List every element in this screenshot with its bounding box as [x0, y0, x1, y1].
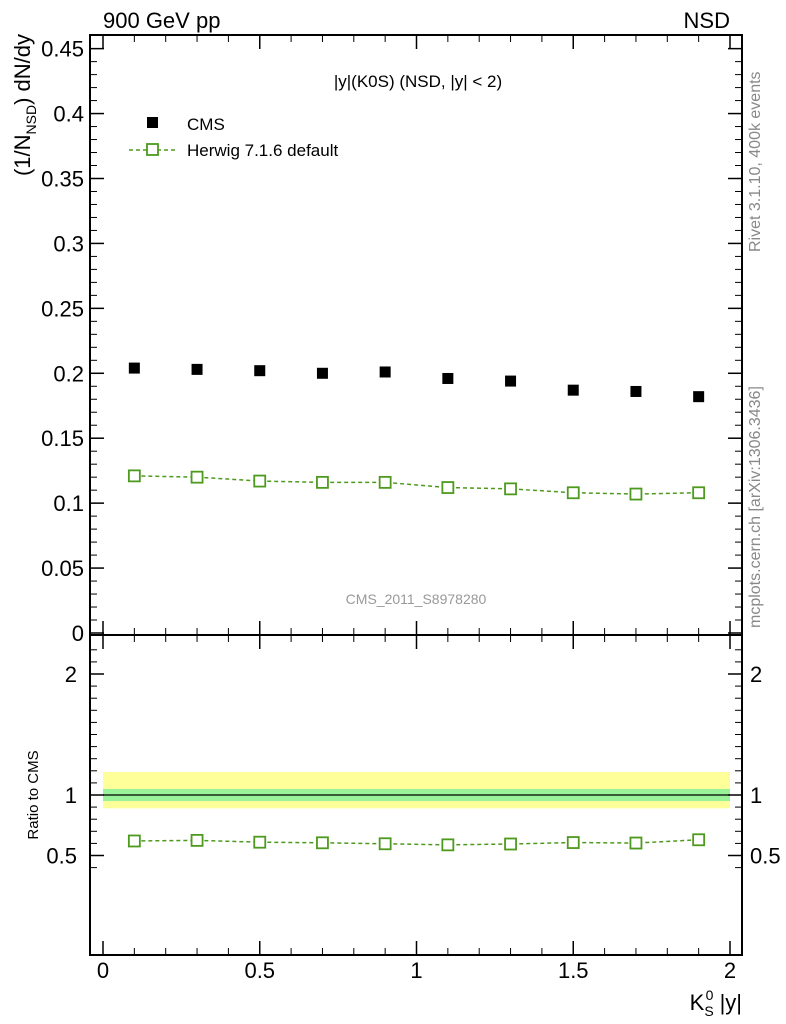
- x-tick-label: 2: [724, 958, 736, 983]
- cms-data-point: [128, 362, 140, 374]
- cms-data-point: [630, 385, 642, 397]
- main-y-tick-label: 0.1: [53, 491, 84, 516]
- herwig-series-line: [134, 475, 699, 495]
- cms-data-point: [254, 365, 266, 377]
- legend-herwig-label: Herwig 7.1.6 default: [187, 141, 338, 160]
- herwig-data-point: [253, 474, 267, 488]
- herwig-ratio-point: [190, 833, 204, 847]
- cms-data-point: [379, 366, 391, 378]
- herwig-data-point: [190, 470, 204, 484]
- process-label: NSD: [684, 8, 730, 33]
- main-y-axis-title: (1/NNSD) dN/dy: [10, 34, 39, 176]
- analysis-watermark: CMS_2011_S8978280: [346, 591, 487, 607]
- x-axis-title: KS0 |y|: [690, 987, 742, 1019]
- cms-data-point: [505, 375, 517, 387]
- herwig-ratio-line: [134, 839, 699, 846]
- ratio-y-tick-label-right: 0.5: [750, 844, 781, 869]
- ratio-y-tick-label: 0.5: [46, 844, 77, 869]
- herwig-ratio-point: [441, 838, 455, 852]
- energy-label: 900 GeV pp: [103, 8, 220, 33]
- cms-data-point: [191, 363, 203, 375]
- rivet-version-label: Rivet 3.1.10, 400k events: [747, 71, 764, 252]
- legend-cms-marker: [147, 117, 158, 128]
- herwig-ratio-point: [316, 836, 329, 850]
- main-y-tick-label: 0.15: [41, 426, 84, 451]
- herwig-data-point: [378, 475, 392, 489]
- herwig-ratio-point: [629, 836, 643, 850]
- ratio-y-tick-label: 2: [65, 662, 77, 687]
- herwig-ratio-point: [378, 837, 392, 851]
- main-y-tick-label: 0.4: [53, 102, 84, 127]
- mcplots-label: mcplots.cern.ch [arXiv:1306.3436]: [747, 386, 764, 628]
- herwig-ratio-point: [253, 835, 267, 849]
- herwig-ratio-point: [127, 834, 141, 848]
- herwig-data-point: [316, 475, 329, 489]
- x-tick-label: 0.5: [244, 958, 275, 983]
- cms-data-point: [442, 372, 454, 384]
- cms-data-point: [316, 367, 328, 379]
- cms-data-point: [693, 391, 705, 403]
- legend-herwig-marker: [146, 143, 159, 156]
- legend: CMS Herwig 7.1.6 default: [129, 115, 338, 160]
- herwig-data-point: [629, 487, 643, 501]
- herwig-data-point: [566, 486, 580, 500]
- plot-title: |y|(K0S) (NSD, |y| < 2): [334, 72, 502, 91]
- x-tick-label: 1.5: [558, 958, 589, 983]
- main-y-tick-label: 0: [72, 621, 84, 646]
- ratio-y-tick-label: 1: [65, 783, 77, 808]
- herwig-ratio-point: [566, 836, 580, 849]
- main-y-tick-label: 0.05: [41, 556, 84, 581]
- main-y-tick-label: 0.2: [53, 361, 84, 386]
- herwig-ratio-point: [692, 833, 706, 847]
- main-y-tick-label: 0.3: [53, 231, 84, 256]
- legend-cms-label: CMS: [187, 115, 225, 134]
- ratio-y-axis-title: Ratio to CMS: [25, 750, 42, 839]
- herwig-data-point: [127, 469, 141, 483]
- main-y-tick-label: 0.25: [41, 296, 84, 321]
- main-y-tick-label: 0.45: [41, 37, 84, 62]
- main-y-tick-label: 0.35: [41, 166, 84, 191]
- ratio-y-tick-label-right: 2: [750, 662, 762, 687]
- ratio-y-tick-label-right: 1: [750, 783, 762, 808]
- x-tick-label: 0: [97, 958, 109, 983]
- herwig-data-point: [441, 481, 455, 494]
- cms-data-point: [567, 384, 579, 396]
- herwig-data-point: [692, 486, 706, 500]
- x-tick-label: 1: [410, 958, 422, 983]
- herwig-ratio-point: [504, 837, 517, 851]
- herwig-data-point: [504, 482, 517, 496]
